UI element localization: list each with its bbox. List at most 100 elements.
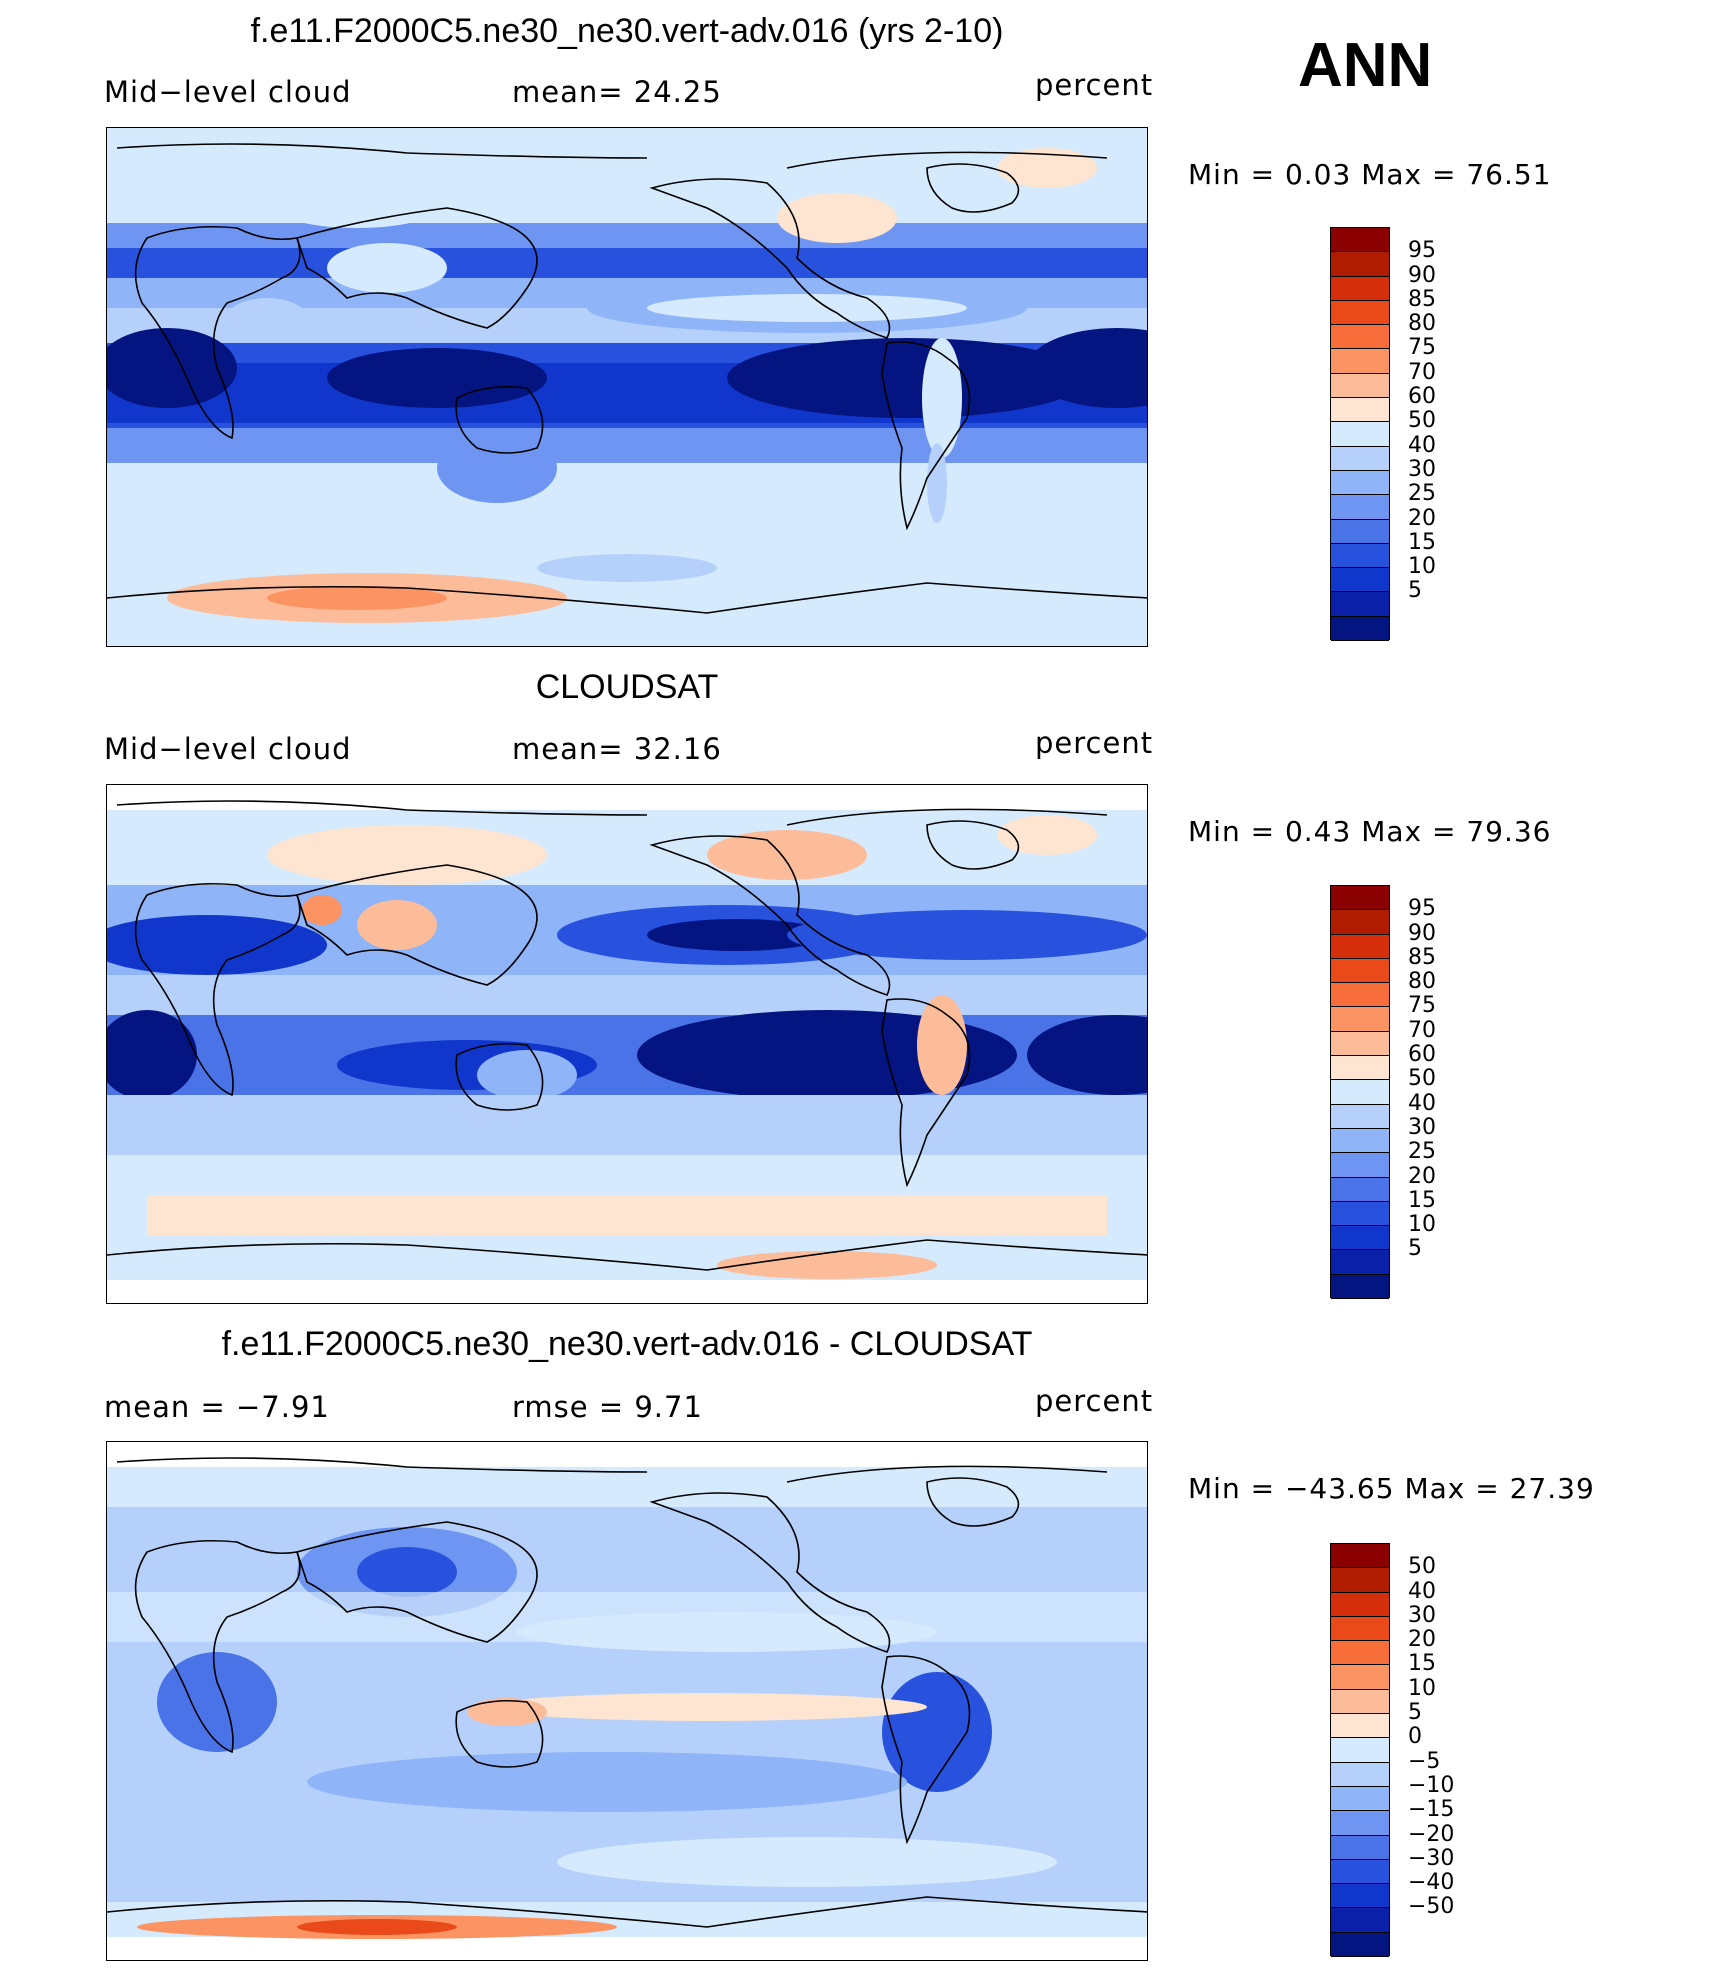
colorbar-swatch bbox=[1331, 470, 1389, 496]
colorbar-level-label: 90 bbox=[1408, 920, 1436, 946]
colorbar-level-label: 25 bbox=[1408, 1139, 1436, 1165]
colorbar-swatch bbox=[1331, 568, 1389, 593]
colorbar-swatch bbox=[1331, 543, 1389, 569]
colorbar-swatch bbox=[1331, 1689, 1389, 1715]
colorbar-level-label: 10 bbox=[1408, 554, 1436, 580]
colorbar-swatch bbox=[1331, 1177, 1389, 1202]
colorbar-swatch bbox=[1331, 1811, 1389, 1836]
colorbar-level-label: −40 bbox=[1408, 1870, 1455, 1896]
colorbar-swatch bbox=[1331, 446, 1389, 471]
colorbar-swatch bbox=[1331, 886, 1389, 911]
colorbar-swatch bbox=[1331, 910, 1389, 935]
colorbar-swatch bbox=[1331, 592, 1389, 617]
colorbar-swatch bbox=[1331, 1665, 1389, 1690]
colorbar-level-label: 20 bbox=[1408, 1627, 1436, 1653]
colorbar-swatch bbox=[1331, 325, 1389, 350]
panel-2-colorbar: 95 90 85 80 75 70 60 50 40 30 25 20 15 10 5 bbox=[1330, 885, 1436, 1299]
colorbar-level-label: 85 bbox=[1408, 286, 1436, 312]
panel-3-contour-field bbox=[107, 1442, 1147, 1960]
panel-2-title: CLOUDSAT bbox=[535, 668, 719, 706]
panel-2-variable-label: Mid−level cloud bbox=[104, 732, 352, 766]
colorbar-swatch bbox=[1331, 519, 1389, 544]
colorbar-level-label: 15 bbox=[1408, 529, 1436, 555]
colorbar-swatch bbox=[1331, 1104, 1389, 1129]
colorbar-level-label: 30 bbox=[1408, 1114, 1436, 1140]
panel-1-map bbox=[106, 127, 1148, 647]
colorbar-level-label: 10 bbox=[1408, 1675, 1436, 1701]
colorbar-level-label: 40 bbox=[1408, 1578, 1436, 1604]
panel-2-map-svg bbox=[107, 785, 1147, 1303]
colorbar-swatch bbox=[1331, 1738, 1389, 1763]
colorbar-level-label: 95 bbox=[1408, 896, 1436, 922]
colorbar-level-label: −50 bbox=[1408, 1894, 1455, 1920]
panel-1-map-svg bbox=[107, 128, 1147, 646]
colorbar-level-label: 85 bbox=[1408, 944, 1436, 970]
colorbar-swatch bbox=[1331, 934, 1389, 959]
panel-2-minmax: Min = 0.43 Max = 79.36 bbox=[1188, 815, 1552, 848]
colorbar-level-label: 70 bbox=[1408, 1017, 1436, 1043]
colorbar-swatch bbox=[1331, 1641, 1389, 1666]
colorbar-swatch bbox=[1331, 1932, 1389, 1957]
colorbar-level-label: −5 bbox=[1408, 1748, 1441, 1774]
panel-3-title: f.e11.F2000C5.ne30_ne30.vert-adv.016 - C… bbox=[221, 1325, 1033, 1363]
colorbar-level-label: −30 bbox=[1408, 1845, 1455, 1871]
panel-3-colorbar: 50 40 30 20 15 10 5 0 −5 −10 −15 −20 −30 −40 −50 bbox=[1330, 1543, 1454, 1957]
colorbar-level-label: 25 bbox=[1408, 481, 1436, 507]
colorbar-swatch bbox=[1331, 1007, 1389, 1032]
colorbar-level-label: 5 bbox=[1408, 578, 1422, 604]
colorbar-swatch bbox=[1331, 1568, 1389, 1593]
colorbar-swatch bbox=[1331, 1226, 1389, 1251]
colorbar-level-label: 40 bbox=[1408, 432, 1436, 458]
panel-2-map bbox=[106, 784, 1148, 1304]
colorbar-level-label: 5 bbox=[1408, 1700, 1422, 1726]
colorbar-swatch bbox=[1331, 1201, 1389, 1227]
colorbar-swatch bbox=[1331, 1884, 1389, 1909]
colorbar-level-label: −10 bbox=[1408, 1772, 1455, 1798]
colorbar-swatch bbox=[1331, 1031, 1389, 1057]
colorbar-swatch bbox=[1331, 252, 1389, 277]
colorbar-level-label: 60 bbox=[1408, 384, 1436, 410]
colorbar-level-label: 80 bbox=[1408, 311, 1436, 337]
colorbar-level-label: 90 bbox=[1408, 262, 1436, 288]
colorbar-level-label: 75 bbox=[1408, 993, 1436, 1019]
colorbar-swatch bbox=[1331, 1616, 1389, 1642]
panel-1-units-label: percent bbox=[1035, 68, 1154, 102]
colorbar-swatch bbox=[1331, 349, 1389, 374]
colorbar-level-label: 20 bbox=[1408, 505, 1436, 531]
panel-2-coastlines bbox=[107, 800, 1147, 1271]
panel-1-title: f.e11.F2000C5.ne30_ne30.vert-adv.016 (yr… bbox=[250, 12, 1004, 50]
panel-3-mean-label: mean = −7.91 bbox=[104, 1390, 330, 1424]
colorbar-level-label: 5 bbox=[1408, 1236, 1422, 1262]
panel-2-mean-label: mean= 32.16 bbox=[512, 732, 722, 766]
colorbar-swatch bbox=[1331, 1786, 1389, 1812]
colorbar-swatch bbox=[1331, 300, 1389, 326]
colorbar-swatch bbox=[1331, 983, 1389, 1008]
panel-3-minmax: Min = −43.65 Max = 27.39 bbox=[1188, 1472, 1595, 1505]
colorbar-swatch bbox=[1331, 228, 1389, 253]
colorbar-swatch bbox=[1331, 958, 1389, 984]
panel-1-variable-label: Mid−level cloud bbox=[104, 75, 352, 109]
colorbar-swatch bbox=[1331, 1056, 1389, 1081]
colorbar-level-label: 0 bbox=[1408, 1724, 1422, 1750]
colorbar-boxes bbox=[1330, 227, 1390, 641]
colorbar-swatch bbox=[1331, 1592, 1389, 1617]
panel-1-minmax: Min = 0.03 Max = 76.51 bbox=[1188, 158, 1552, 191]
panel-3-coastlines bbox=[107, 1457, 1147, 1928]
panel-3-map bbox=[106, 1441, 1148, 1961]
colorbar-swatch bbox=[1331, 1714, 1389, 1739]
colorbar-level-label: 60 bbox=[1408, 1042, 1436, 1068]
panel-3-rmse-label: rmse = 9.71 bbox=[512, 1390, 703, 1424]
colorbar-swatch bbox=[1331, 1859, 1389, 1885]
colorbar-swatch bbox=[1331, 1908, 1389, 1933]
colorbar-level-label: −20 bbox=[1408, 1821, 1455, 1847]
colorbar-level-label: 50 bbox=[1408, 1554, 1436, 1580]
colorbar-swatch bbox=[1331, 1835, 1389, 1860]
panel-3-map-svg bbox=[107, 1442, 1147, 1960]
colorbar-swatch bbox=[1331, 1762, 1389, 1787]
colorbar-swatch bbox=[1331, 422, 1389, 447]
colorbar-level-label: 95 bbox=[1408, 238, 1436, 264]
colorbar-boxes bbox=[1330, 885, 1390, 1299]
panel-1-colorbar: 95 90 85 80 75 70 60 50 40 30 25 20 15 10 5 bbox=[1330, 227, 1436, 641]
colorbar-swatch bbox=[1331, 373, 1389, 399]
colorbar-level-label: 30 bbox=[1408, 1602, 1436, 1628]
